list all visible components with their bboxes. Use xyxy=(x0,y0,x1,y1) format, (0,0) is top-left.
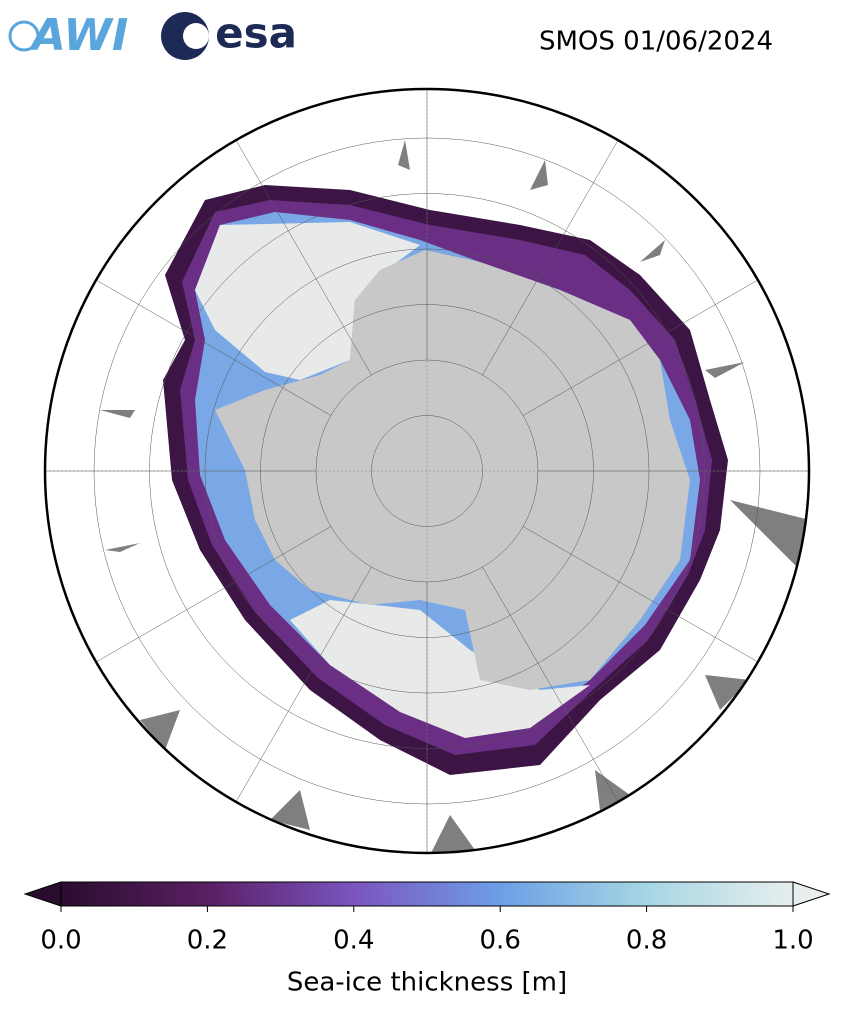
island xyxy=(530,160,548,190)
island xyxy=(270,790,310,830)
map-title: SMOS 01/06/2024 xyxy=(539,27,773,57)
island xyxy=(100,410,135,418)
awi-logo: AWI xyxy=(8,10,129,61)
island xyxy=(705,362,745,378)
island xyxy=(730,500,809,570)
esa-text: esa xyxy=(215,9,297,58)
island xyxy=(140,710,180,750)
island xyxy=(640,240,665,262)
weddell-ice xyxy=(195,222,420,380)
island xyxy=(595,770,630,810)
colorbar-body xyxy=(60,881,794,907)
island xyxy=(430,815,475,853)
awi-text: AWI xyxy=(29,10,129,61)
meridian xyxy=(235,567,372,802)
esa-globe-inner xyxy=(183,23,209,49)
meridian xyxy=(482,567,619,802)
colorbar-tick-label: 0.2 xyxy=(187,926,228,956)
meridian xyxy=(523,279,758,416)
awi-globe xyxy=(8,20,40,52)
island xyxy=(705,675,750,710)
colorbar-label: Sea-ice thickness [m] xyxy=(287,968,567,998)
map-body xyxy=(45,89,809,853)
meridian xyxy=(96,279,331,416)
island xyxy=(105,543,140,552)
island xyxy=(398,140,410,170)
ross-ice xyxy=(290,600,590,738)
graticule xyxy=(45,89,809,853)
esa-logo: esa xyxy=(161,9,297,60)
meridian xyxy=(235,140,372,375)
meridian xyxy=(96,526,331,663)
colorbar-tick-label: 0.0 xyxy=(40,926,81,956)
colorbar-extend-low xyxy=(23,881,62,907)
colorbar-tick-label: 0.6 xyxy=(480,926,521,956)
colorbar-extend-high xyxy=(792,881,831,907)
colorbar-tick-label: 0.4 xyxy=(333,926,374,956)
meridian xyxy=(523,526,758,663)
colorbar: 0.0 0.2 0.4 0.6 0.8 1.0 Sea-ice thickness [m] xyxy=(23,881,831,998)
meridian xyxy=(482,140,619,375)
antarctica xyxy=(215,250,690,690)
colorbar-tick-label: 0.8 xyxy=(626,926,667,956)
colorbar-tick-label: 1.0 xyxy=(772,926,813,956)
map-boundary xyxy=(43,87,811,855)
